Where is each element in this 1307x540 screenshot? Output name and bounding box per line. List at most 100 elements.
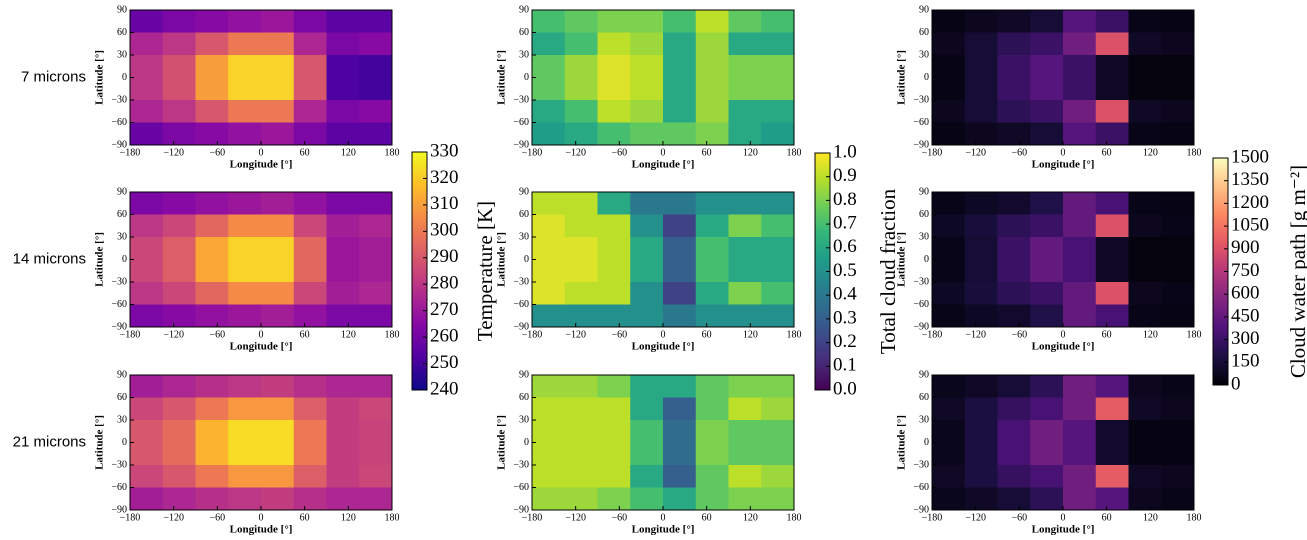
heatmap-cell <box>130 259 164 283</box>
heatmap-cell <box>359 100 393 123</box>
heatmap-cell <box>1128 214 1162 238</box>
heatmap-cell <box>1030 282 1064 305</box>
heatmap-cell <box>597 10 631 33</box>
x-tick-label: −60 <box>210 512 226 523</box>
heatmap-cell <box>1063 259 1097 283</box>
heatmap-cell <box>564 465 598 488</box>
heatmap-cell <box>293 192 327 215</box>
colorbar-tick-label: 0.7 <box>833 212 857 233</box>
heatmap-cell <box>1030 100 1064 123</box>
heatmap-cell <box>663 375 697 398</box>
heatmap-cell <box>326 442 360 466</box>
heatmap-cell <box>162 420 196 443</box>
heatmap-cell <box>195 100 229 123</box>
x-tick-label: 180 <box>1187 329 1202 340</box>
heatmap-cell <box>359 77 393 101</box>
heatmap-cell <box>564 259 598 283</box>
heatmap-cell <box>261 397 295 421</box>
heatmap-cell <box>532 375 566 398</box>
colorbar-tick-label: 0.6 <box>833 236 857 257</box>
heatmap-cell <box>1095 55 1129 78</box>
heatmap-cell <box>997 397 1031 421</box>
heatmap-cell <box>964 442 998 466</box>
y-tick-label: 60 <box>117 392 127 403</box>
y-tick-label: −90 <box>513 139 529 150</box>
y-tick-label: −60 <box>513 299 529 310</box>
heatmap-cell <box>130 32 164 56</box>
heatmap-cell <box>728 282 762 305</box>
y-tick-label: −60 <box>111 117 127 128</box>
y-tick-label: −30 <box>913 459 929 470</box>
heatmap-cell <box>1030 487 1064 511</box>
heatmap-cell <box>1095 10 1129 33</box>
heatmap-cell <box>761 10 795 33</box>
y-tick-label: 90 <box>519 4 529 15</box>
x-tick-label: 0 <box>1061 329 1066 340</box>
heatmap-cell <box>228 237 262 260</box>
heatmap-cell <box>326 397 360 421</box>
heatmap-cell <box>695 442 729 466</box>
y-tick-label: 60 <box>919 392 929 403</box>
heatmap-cell <box>532 420 566 443</box>
heatmap-cell <box>663 304 697 328</box>
heatmap-cell <box>964 192 998 215</box>
heatmap-cell <box>630 214 664 238</box>
heatmap-cell <box>532 122 566 146</box>
heatmap-cell <box>532 192 566 215</box>
colorbar-tick-label: 270 <box>430 299 459 320</box>
heatmap-cell <box>695 192 729 215</box>
heatmap-cell <box>964 77 998 101</box>
heatmap-cell <box>293 282 327 305</box>
heatmap-cell <box>564 397 598 421</box>
heatmap-cell <box>630 237 664 260</box>
x-tick-label: 0 <box>259 329 264 340</box>
heatmap-cell <box>932 442 966 466</box>
heatmap-cell <box>932 465 966 488</box>
heatmap-cell <box>597 214 631 238</box>
heatmap-cell <box>663 237 697 260</box>
y-axis-label: Latitude [°] <box>94 232 106 287</box>
heatmap-cell <box>1128 32 1162 56</box>
heatmap-cell <box>228 375 262 398</box>
heatmap-cell <box>1030 237 1064 260</box>
heatmap-cell <box>261 237 295 260</box>
heatmap-cell <box>1161 259 1195 283</box>
heatmap-cell <box>761 77 795 101</box>
heatmap-cell <box>532 465 566 488</box>
heatmap-cell <box>228 77 262 101</box>
x-axis-label: Longitude [°] <box>1032 159 1095 171</box>
heatmap-cell <box>1161 77 1195 101</box>
x-tick-label: 60 <box>1102 512 1112 523</box>
heatmap-cell <box>195 192 229 215</box>
heatmap-cell <box>261 304 295 328</box>
colorbar <box>411 151 428 391</box>
heatmap-cell <box>293 55 327 78</box>
heatmap-cell <box>932 100 966 123</box>
x-tick-label: 120 <box>743 329 758 340</box>
colorbar-tick-label: 1050 <box>1231 214 1269 235</box>
heatmap-cell <box>964 487 998 511</box>
heatmap-cell <box>630 375 664 398</box>
x-tick-label: −180 <box>522 147 543 158</box>
colorbar-label: Cloud water path [g m⁻²] <box>1286 165 1307 378</box>
heatmap-cell <box>130 487 164 511</box>
heatmap-cell <box>261 282 295 305</box>
heatmap-cell <box>1161 375 1195 398</box>
heatmap-cell <box>359 465 393 488</box>
heatmap-cell <box>162 214 196 238</box>
heatmap-cell <box>564 77 598 101</box>
x-tick-label: −180 <box>922 329 943 340</box>
heatmap-cell <box>964 465 998 488</box>
heatmap-cell <box>597 259 631 283</box>
x-axis-label: Longitude [°] <box>632 341 695 353</box>
heatmap-cell <box>1063 192 1097 215</box>
heatmap-cell <box>1161 55 1195 78</box>
heatmap-cell <box>932 304 966 328</box>
heatmap-cell <box>532 100 566 123</box>
x-tick-label: 180 <box>787 329 802 340</box>
heatmap-cell <box>663 10 697 33</box>
heatmap-cell <box>326 122 360 146</box>
y-tick-label: 30 <box>117 231 127 242</box>
heatmap-cell <box>1161 122 1195 146</box>
heatmap-cell <box>597 100 631 123</box>
